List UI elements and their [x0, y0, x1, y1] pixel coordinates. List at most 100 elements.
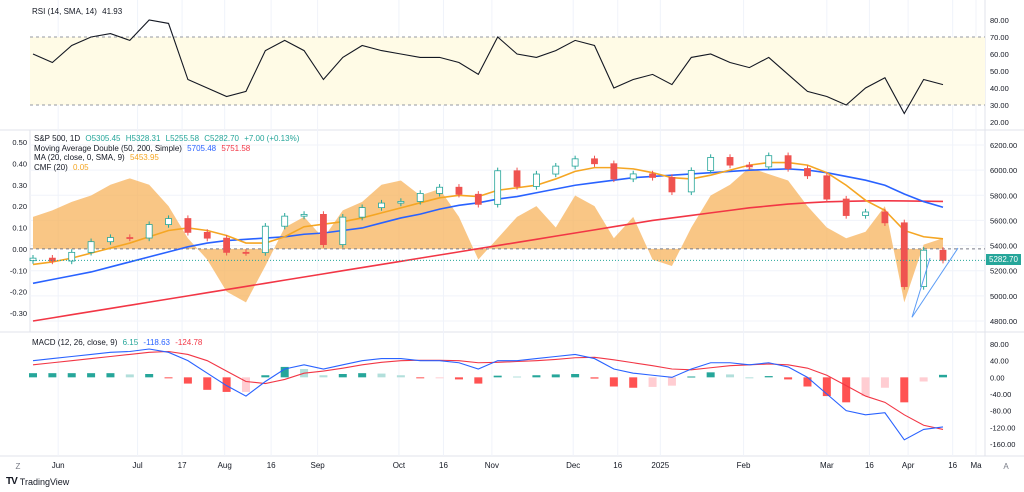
- macd-value: -118.63: [143, 338, 170, 347]
- candle: [165, 215, 172, 228]
- macd-tick-label: -40.00: [990, 390, 1011, 399]
- candle: [571, 155, 579, 170]
- candle: [745, 161, 753, 171]
- candle-body: [629, 173, 637, 180]
- brand-label[interactable]: TradingView: [19, 476, 70, 487]
- ma-double-label[interactable]: Moving Average Double (50, 200, Simple): [34, 143, 182, 153]
- candle: [455, 184, 463, 198]
- candle: [184, 215, 192, 236]
- candle: [339, 214, 347, 248]
- macd-tick-label: -120.00: [990, 423, 1015, 432]
- ma20-label[interactable]: MA (20, close, 0, SMA, 9): [34, 153, 125, 162]
- symbol-label[interactable]: S&P 500, 1D: [34, 134, 81, 143]
- macd-histogram-bar: [87, 373, 96, 378]
- price-tick-label: 5000.00: [990, 292, 1017, 301]
- macd-histogram-bar: [48, 373, 57, 378]
- candle: [513, 167, 521, 190]
- x-tick-label: Apr: [902, 461, 915, 470]
- price-tick-label: 5600.00: [990, 216, 1017, 225]
- candle: [358, 204, 366, 221]
- candle-body: [145, 224, 153, 239]
- cmf-tick-label: -0.10: [10, 266, 27, 275]
- macd-legend: MACD (12, 26, close, 9) 6.15 -118.63 -12…: [32, 338, 205, 347]
- macd-histogram-bar: [726, 374, 735, 378]
- x-tick-label: 17: [178, 461, 187, 470]
- rsi-tick-label: 80.00: [990, 16, 1009, 25]
- candle: [610, 160, 618, 183]
- candle-body: [804, 168, 811, 177]
- ma50-value: 5705.48: [187, 143, 217, 153]
- rsi-line: [32, 19, 944, 115]
- candle-body: [900, 222, 908, 287]
- candle-body: [281, 215, 289, 227]
- candle-body: [591, 158, 598, 165]
- rsi-band: [30, 37, 985, 105]
- macd-histogram-bar: [571, 374, 580, 378]
- macd-hist-value: 6.15: [122, 338, 139, 347]
- candle-body: [126, 237, 134, 239]
- candle-body: [707, 157, 715, 171]
- macd-histogram-bar: [629, 377, 638, 388]
- macd-tick-label: 0.00: [990, 373, 1005, 382]
- macd-histogram-bar: [338, 374, 347, 378]
- candle-body: [862, 211, 869, 216]
- candle: [126, 234, 134, 242]
- x-tick-label: Oct: [393, 461, 406, 470]
- macd-histogram-bar: [280, 366, 289, 378]
- candle-body: [610, 163, 618, 180]
- macd-histogram-bar: [454, 377, 463, 380]
- candle-body: [223, 237, 231, 253]
- sma200-line: [32, 200, 944, 322]
- macd-histogram-bar: [764, 376, 773, 378]
- ma200-value: 5751.58: [221, 143, 251, 153]
- candle: [784, 152, 792, 172]
- auto-scale-icon: A: [1003, 462, 1009, 471]
- candle-body: [552, 165, 560, 175]
- candle-body: [533, 173, 540, 187]
- rsi-tick-label: 50.00: [990, 67, 1009, 76]
- cmf-value: 0.05: [73, 162, 89, 172]
- macd-histogram-bar: [319, 375, 328, 378]
- candle-body: [68, 251, 76, 262]
- x-tick-label: Jun: [52, 461, 65, 470]
- x-tick-label: 16: [865, 461, 874, 470]
- candle: [649, 170, 656, 181]
- candle: [416, 190, 424, 205]
- candle: [320, 211, 327, 248]
- price-tick-label: 5400.00: [990, 242, 1017, 251]
- price-tick-label: 4800.00: [990, 317, 1017, 326]
- macd-histogram-bar: [106, 373, 115, 378]
- cmf-label[interactable]: CMF (20): [34, 162, 68, 172]
- rsi-value: 41.93: [102, 7, 123, 16]
- candle-body: [87, 241, 95, 253]
- candle: [29, 255, 37, 264]
- trendline-drawing: [911, 257, 931, 318]
- candle-body: [668, 177, 676, 193]
- candle-body: [939, 249, 947, 261]
- candle-body: [300, 213, 308, 217]
- x-tick-label: Mar: [820, 461, 834, 470]
- candle: [900, 219, 908, 290]
- candle: [48, 255, 56, 265]
- candle: [261, 223, 269, 256]
- macd-tick-label: -160.00: [990, 440, 1015, 449]
- candle-body: [184, 218, 192, 233]
- macd-histogram-bar: [261, 375, 270, 378]
- price-tick-label: 5800.00: [990, 191, 1017, 200]
- macd-histogram-bar: [164, 377, 173, 379]
- macd-tick-label: -80.00: [990, 407, 1011, 416]
- macd-title[interactable]: MACD (12, 26, close, 9): [32, 338, 118, 347]
- close-value: C5282.70: [204, 134, 239, 143]
- x-tick-label: 16: [267, 461, 276, 470]
- cmf-area: [33, 167, 943, 303]
- candle-body: [339, 216, 347, 245]
- x-tick-label: Ma: [970, 461, 982, 470]
- macd-histogram-bar: [67, 373, 76, 378]
- open-value: O5305.45: [85, 134, 121, 143]
- candle: [300, 211, 308, 220]
- x-tick-label: Nov: [485, 461, 499, 470]
- candle-body: [649, 173, 656, 178]
- candle: [107, 234, 114, 245]
